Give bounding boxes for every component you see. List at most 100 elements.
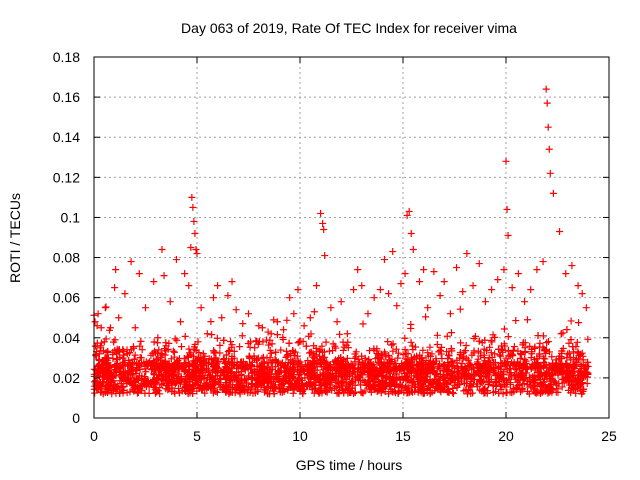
data-point [280, 326, 288, 334]
band-point [345, 380, 353, 388]
band-point [346, 380, 354, 388]
band-point [341, 375, 349, 383]
band-point [527, 363, 535, 371]
band-point [355, 373, 363, 381]
band-point [518, 370, 526, 378]
band-point [213, 334, 221, 342]
band-point [332, 375, 340, 383]
band-point [291, 348, 299, 356]
band-point [487, 364, 495, 372]
band-point [544, 338, 552, 346]
band-point [226, 338, 234, 346]
data-point [113, 350, 121, 358]
band-point [468, 351, 476, 359]
data-point [218, 314, 226, 322]
data-point [469, 282, 477, 290]
band-point [237, 385, 245, 393]
band-point [407, 376, 415, 384]
band-point [150, 370, 158, 378]
data-point [337, 298, 345, 306]
band-point [531, 385, 539, 393]
data-point [385, 290, 393, 298]
band-point [351, 388, 359, 396]
band-point [170, 378, 178, 386]
band-point [518, 384, 526, 392]
band-point [541, 355, 549, 363]
y-tick-label: 0.04 [53, 330, 80, 346]
data-point [106, 324, 114, 332]
band-point [253, 381, 261, 389]
x-tick-label: 10 [292, 428, 308, 444]
band-point [285, 378, 293, 386]
band-point [323, 388, 331, 396]
band-point [95, 356, 103, 364]
band-point [300, 367, 308, 375]
plot-frame [93, 56, 610, 419]
x-tick-label: 0 [90, 428, 98, 444]
band-point [120, 351, 128, 359]
band-point [477, 377, 485, 385]
band-point [571, 364, 579, 372]
band-point [295, 338, 303, 346]
band-point [407, 387, 415, 395]
band-point [356, 376, 364, 384]
band-point [264, 328, 272, 336]
band-point [385, 373, 393, 381]
band-point [322, 387, 330, 395]
band-point [475, 362, 483, 370]
band-point [222, 375, 230, 383]
band-point [294, 376, 302, 384]
band-point [361, 367, 369, 375]
band-point [200, 375, 208, 383]
band-point [344, 384, 352, 392]
band-point [567, 336, 575, 344]
data-point [137, 354, 145, 362]
data-point [578, 290, 586, 298]
band-point [373, 387, 381, 395]
band-point [480, 351, 488, 359]
band-point [322, 364, 330, 372]
band-point [401, 334, 409, 342]
data-point [209, 294, 217, 302]
data-point [475, 260, 483, 268]
band-point [557, 330, 565, 338]
data-point [96, 344, 104, 352]
band-point [329, 340, 337, 348]
band-point [325, 347, 333, 355]
band-point [142, 368, 150, 376]
band-point [304, 361, 312, 369]
band-point [272, 348, 280, 356]
band-point [401, 363, 409, 371]
band-point [198, 386, 206, 394]
band-point [508, 389, 516, 397]
band-point [399, 375, 407, 383]
data-point [294, 286, 302, 294]
band-point [147, 361, 155, 369]
x-tick-label: 25 [601, 428, 617, 444]
data-point [397, 280, 405, 288]
band-point [253, 362, 261, 370]
band-point [426, 343, 434, 351]
band-point [352, 375, 360, 383]
band-point [289, 371, 297, 379]
data-point [101, 304, 109, 312]
band-point [457, 339, 465, 347]
band-point [437, 388, 445, 396]
band-point [212, 354, 220, 362]
data-point [403, 211, 411, 219]
band-point [558, 347, 566, 355]
data-point [544, 123, 552, 131]
band-point [511, 372, 519, 380]
data-point [91, 318, 99, 326]
band-point [311, 384, 319, 392]
band-point [222, 363, 230, 371]
band-point [520, 380, 528, 388]
band-point [401, 384, 409, 392]
data-point [189, 203, 197, 211]
band-point [379, 384, 387, 392]
data-point [232, 306, 240, 314]
chart-title: Day 063 of 2019, Rate Of TEC Index for r… [181, 20, 517, 36]
band-point [220, 336, 228, 344]
band-point [558, 383, 566, 391]
y-axis-label: ROTI / TECUs [7, 193, 23, 283]
